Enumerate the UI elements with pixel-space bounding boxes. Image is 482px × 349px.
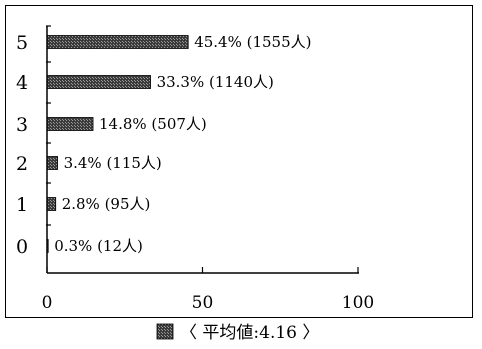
category-label-0: 0 bbox=[16, 236, 28, 258]
bar-2 bbox=[46, 156, 58, 170]
chart-frame bbox=[5, 5, 473, 318]
data-label-2: 3.4% (115人) bbox=[64, 154, 162, 172]
bar-1 bbox=[46, 197, 57, 211]
category-label-2: 2 bbox=[16, 153, 28, 175]
category-label-3: 3 bbox=[16, 114, 28, 136]
legend-label: 〈 平均値:4.16 〉 bbox=[180, 323, 319, 343]
x-tick-label-100: 100 bbox=[342, 293, 374, 313]
data-label-4: 33.3% (1140人) bbox=[157, 73, 274, 91]
category-label-1: 1 bbox=[16, 194, 28, 216]
x-tick-label-50: 50 bbox=[192, 293, 214, 313]
data-label-3: 14.8% (507人) bbox=[99, 115, 207, 133]
category-label-5: 5 bbox=[16, 32, 28, 54]
x-tick-label-0: 0 bbox=[42, 293, 53, 313]
bar-4 bbox=[46, 75, 151, 89]
bar-3 bbox=[46, 117, 94, 131]
data-label-5: 45.4% (1555人) bbox=[194, 33, 311, 51]
bar-5 bbox=[46, 35, 189, 49]
data-label-1: 2.8% (95人) bbox=[62, 195, 151, 213]
category-label-4: 4 bbox=[16, 72, 28, 94]
legend-swatch bbox=[156, 323, 174, 340]
data-label-0: 0.3% (12人) bbox=[54, 237, 143, 255]
